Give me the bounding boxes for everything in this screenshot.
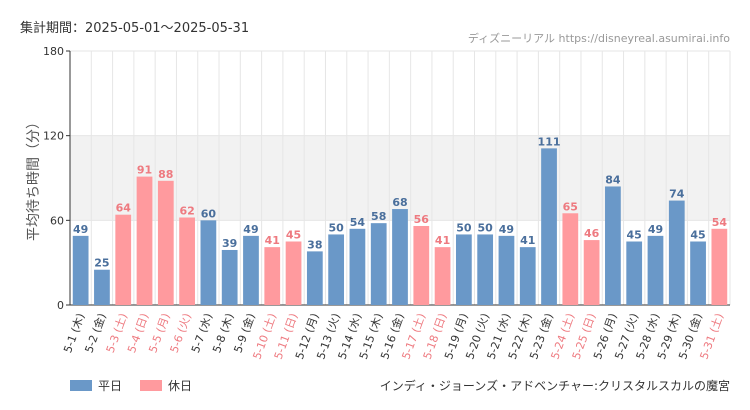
bar	[285, 241, 302, 305]
bar-value-label: 50	[478, 221, 494, 234]
bar	[541, 148, 557, 305]
bar	[200, 220, 217, 305]
bar	[264, 247, 281, 305]
bar	[711, 228, 728, 305]
site-watermark: ディズニーリアル https://disneyreal.asumirai.inf…	[467, 32, 730, 45]
bar-value-label: 41	[265, 234, 280, 247]
legend-item-weekday[interactable]: 平日	[70, 377, 122, 394]
bar-value-label: 88	[158, 168, 173, 181]
bar-value-label: 41	[435, 234, 450, 247]
bar-value-label: 49	[648, 223, 663, 236]
bar	[115, 214, 132, 305]
bar-value-label: 84	[605, 173, 621, 186]
bar-value-label: 54	[350, 216, 366, 229]
bar	[690, 241, 706, 305]
bar-value-label: 65	[563, 200, 578, 213]
bar	[392, 209, 408, 305]
bar-value-label: 49	[499, 223, 514, 236]
bar	[221, 249, 238, 305]
bar-value-label: 91	[137, 164, 152, 177]
attraction-name: インディ・ジョーンズ・アドベンチャー:クリスタルスカルの魔宮	[379, 379, 730, 393]
legend-swatch-weekday	[70, 380, 92, 391]
bar-value-label: 50	[456, 221, 472, 234]
bar	[179, 217, 195, 305]
bar-value-label: 45	[286, 229, 301, 242]
bar-value-label: 74	[669, 188, 685, 201]
bar	[583, 240, 600, 305]
bar-value-label: 45	[627, 229, 642, 242]
legend-label-holiday: 休日	[168, 379, 193, 393]
y-tick-label: 180	[43, 45, 64, 58]
bar	[136, 176, 153, 305]
bar-value-label: 41	[520, 234, 535, 247]
bar	[562, 213, 579, 305]
bar	[72, 235, 89, 305]
bar	[519, 247, 536, 305]
bar	[477, 234, 494, 305]
bar	[434, 247, 451, 305]
bar-value-label: 38	[307, 238, 322, 251]
bar-value-label: 68	[392, 196, 407, 209]
bar	[349, 228, 366, 305]
bar	[455, 234, 472, 305]
bar	[306, 251, 323, 305]
bar-value-label: 49	[73, 223, 88, 236]
y-axis-title: 平均待ち時間（分）	[26, 115, 42, 241]
bar	[605, 186, 621, 305]
bar	[370, 223, 387, 305]
bar-value-label: 58	[371, 210, 386, 223]
legend-swatch-holiday	[140, 380, 163, 391]
bar-value-label: 60	[201, 207, 217, 220]
legend: 平日 休日	[70, 377, 192, 394]
bar-value-label: 56	[414, 213, 430, 226]
bar-value-label: 64	[116, 202, 132, 215]
bar-value-label: 49	[243, 223, 258, 236]
legend-item-holiday[interactable]: 休日	[140, 377, 192, 394]
bar	[328, 234, 345, 305]
bar-value-label: 46	[584, 227, 600, 240]
y-tick-label: 120	[43, 130, 64, 143]
bar-value-label: 45	[690, 229, 705, 242]
bar-value-label: 111	[538, 135, 561, 148]
bar	[243, 235, 259, 305]
bar-value-label: 50	[328, 221, 344, 234]
bar-value-label: 39	[222, 237, 237, 250]
bar-value-label: 62	[179, 205, 194, 218]
bar-value-label: 25	[94, 257, 109, 270]
bar	[498, 235, 515, 305]
bar	[157, 180, 174, 305]
bar	[668, 200, 685, 305]
bar-value-label: 54	[712, 216, 728, 229]
bar	[413, 225, 430, 305]
period-label: 集計期間：2025-05-01〜2025-05-31	[20, 21, 250, 36]
bar	[647, 235, 664, 305]
bar	[626, 241, 643, 305]
bar	[94, 269, 110, 305]
y-tick-label: 0	[57, 299, 64, 312]
y-tick-label: 60	[50, 214, 64, 227]
legend-label-weekday: 平日	[98, 379, 123, 393]
